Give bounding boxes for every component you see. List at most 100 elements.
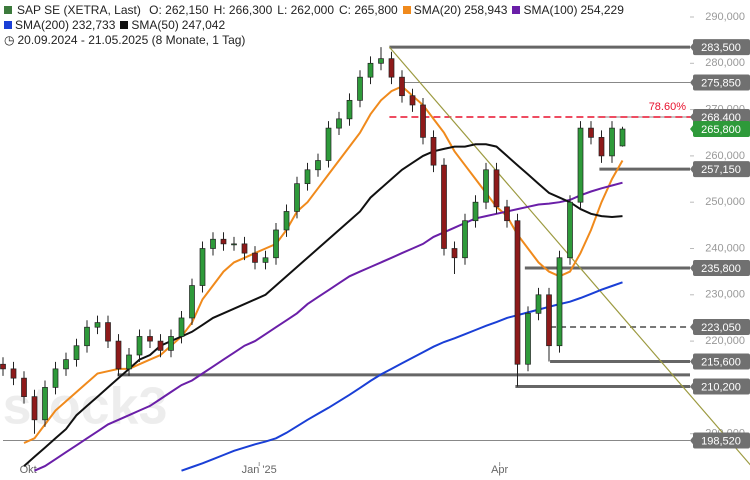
level-pointer (690, 435, 694, 446)
level-label: 283,500 (701, 42, 741, 54)
quote-value: L: 262,000 (277, 3, 334, 17)
level-pointer (690, 112, 694, 123)
candle-body (189, 285, 195, 319)
candle-body (546, 294, 552, 347)
level-label: 210,200 (701, 381, 741, 393)
candle-body (430, 137, 437, 166)
candle-body (514, 220, 521, 365)
level-box (693, 353, 750, 370)
candle-body (178, 317, 185, 337)
candle-body (556, 257, 563, 347)
candle-body (304, 169, 311, 185)
level-box (693, 74, 750, 91)
level-label: 257,150 (701, 164, 741, 176)
candle-body (115, 340, 122, 370)
level-box (693, 378, 750, 395)
level-label: 268,400 (701, 112, 741, 124)
legend-value: 258,943 (464, 3, 508, 17)
candle-body (598, 137, 605, 157)
quote-value: C: 265,800 (339, 3, 398, 17)
y-tick-label: 220,000 (705, 335, 745, 347)
candle-body (210, 238, 216, 249)
candle-body (588, 127, 594, 138)
quote-value: O: 262,150 (149, 3, 209, 17)
y-tick-label: 240,000 (705, 242, 745, 254)
candle-body (315, 160, 321, 171)
candle-body (157, 340, 164, 351)
header-row: ◷ 20.09.2024 - 21.05.2025 (8 Monate, 1 Ta… (4, 33, 629, 48)
level-label: 235,800 (701, 263, 741, 275)
level-pointer (690, 124, 694, 135)
candle-body (525, 312, 531, 365)
quote-value: H: 266,300 (213, 3, 273, 17)
legend-swatch (4, 21, 12, 29)
symbol-icon (4, 6, 12, 14)
y-tick-label: 280,000 (705, 57, 745, 69)
candle-body (63, 359, 69, 370)
candle-body (483, 169, 489, 203)
y-tick-label: 260,000 (705, 150, 745, 162)
candle-body (84, 326, 90, 347)
y-tick-label: 230,000 (705, 289, 745, 301)
header: SAP SE (XETRA, Last) O: 262,150 H: 266,30… (4, 3, 629, 48)
candle-body (567, 201, 573, 259)
candle-body (283, 211, 290, 231)
header-row: SAP SE (XETRA, Last) O: 262,150 H: 266,30… (4, 3, 629, 18)
legend-label: SMA(100) (523, 3, 578, 17)
candle-body (42, 387, 48, 421)
candle-body (0, 363, 6, 370)
level-label: 275,850 (701, 77, 741, 89)
x-tick-label: Okt (20, 464, 37, 476)
candle-body (409, 95, 416, 106)
x-tick-label: Jan '25 (242, 464, 277, 476)
sma-line (23, 85, 624, 444)
candle-body (231, 243, 237, 246)
candle-body (378, 58, 384, 64)
level-pointer (690, 262, 694, 273)
candle-body (220, 238, 227, 245)
candle-body (168, 336, 174, 351)
candle-body (609, 127, 615, 157)
candle-body (577, 127, 584, 203)
level-box (693, 121, 750, 138)
level-box (693, 318, 750, 335)
candle-body (367, 62, 374, 78)
level-pointer (690, 356, 694, 367)
x-tick-label: Apr (491, 464, 508, 476)
y-tick-label: 290,000 (705, 11, 745, 23)
legend-label: SMA(200) (15, 18, 70, 32)
candle-body (262, 257, 269, 263)
legend-swatch (402, 6, 411, 14)
candle-body (472, 201, 479, 222)
level-pointer (690, 381, 694, 392)
header-row: SMA(200) 232,733 SMA(50) 247,042 (4, 18, 629, 33)
level-box (693, 109, 750, 126)
candle-body (252, 252, 258, 263)
candle-body (399, 76, 405, 97)
level-label: 215,600 (701, 356, 741, 368)
candle-body (147, 336, 153, 342)
level-box (693, 259, 750, 276)
legend-value: 232,733 (72, 18, 116, 32)
level-pointer (690, 77, 694, 88)
candle-body (126, 354, 132, 370)
candle-body (388, 58, 395, 78)
candle-body (451, 248, 458, 259)
level-pointer (690, 164, 694, 175)
candle-body (504, 206, 510, 222)
level-label: 223,050 (701, 322, 741, 334)
level-pointer (690, 321, 694, 332)
candle-body (535, 294, 542, 314)
y-tick-label: 250,000 (705, 196, 745, 208)
period: 20.09.2024 - 21.05.2025 (8 Monate, 1 Tag… (17, 33, 246, 47)
candle-body (241, 243, 248, 254)
candle-body (619, 128, 626, 147)
candle-body (31, 396, 38, 421)
instrument: SAP SE (XETRA, Last) (17, 3, 141, 17)
candle-body (325, 127, 332, 161)
level-box (693, 39, 750, 56)
level-box (693, 161, 750, 178)
